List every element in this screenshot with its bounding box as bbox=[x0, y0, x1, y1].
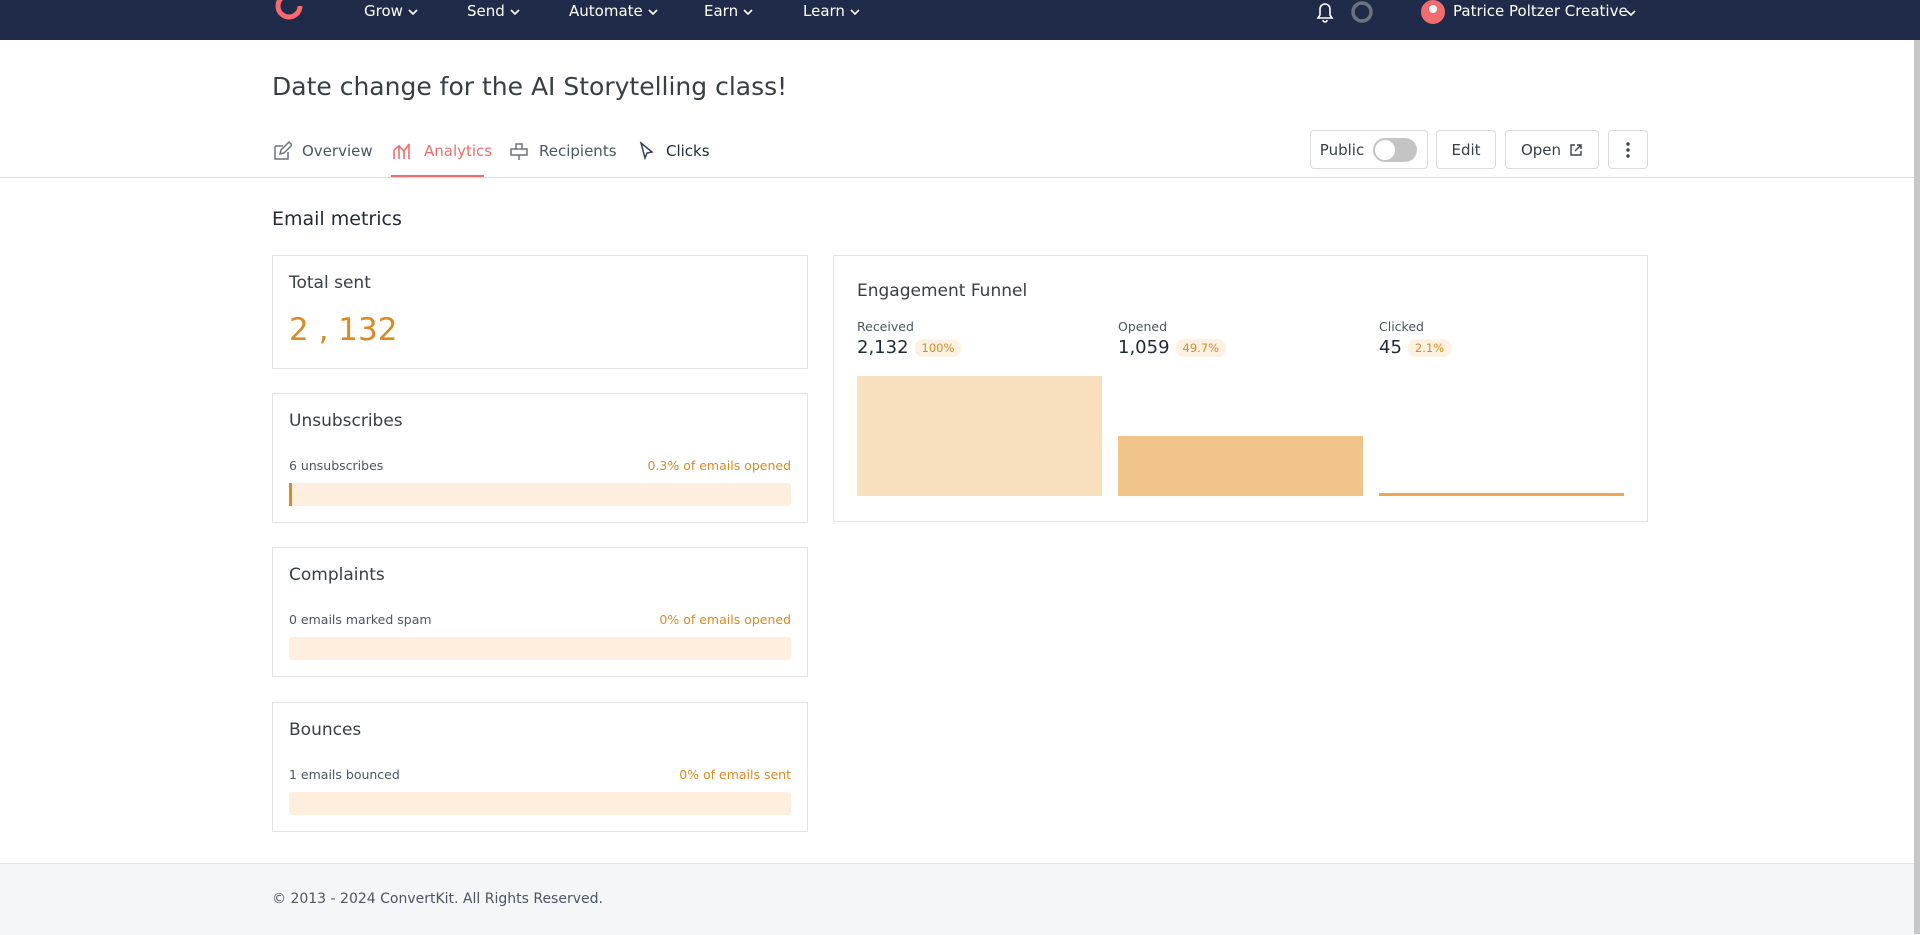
funnel-bar bbox=[1379, 493, 1624, 496]
tab[interactable]: Overview bbox=[272, 141, 373, 161]
stage-count: 45 bbox=[1379, 337, 1402, 358]
nav-label: Earn bbox=[704, 2, 739, 20]
metric-detail: 6 unsubscribes bbox=[289, 458, 384, 473]
nav-item[interactable]: Earn bbox=[704, 2, 754, 20]
page-title: Date change for the AI Storytelling clas… bbox=[272, 72, 788, 101]
nav-item[interactable]: Learn bbox=[803, 2, 861, 20]
metric-detail: 1 emails bounced bbox=[289, 767, 400, 782]
status-icon[interactable] bbox=[1350, 0, 1374, 24]
total-sent-card: Total sent 2 , 132 bbox=[272, 255, 808, 369]
chevron bbox=[850, 8, 860, 15]
button-label: Edit bbox=[1451, 140, 1481, 159]
footer-text: © 2013 - 2024 ConvertKit. All Rights Res… bbox=[272, 891, 603, 907]
avatar[interactable] bbox=[1421, 0, 1445, 24]
kebab-icon bbox=[1626, 141, 1630, 158]
stage-count: 2,132 bbox=[857, 337, 909, 358]
metric-rate: 0% of emails opened bbox=[659, 612, 791, 627]
stage-name: Opened bbox=[1118, 319, 1168, 334]
metric-bar-track bbox=[289, 792, 791, 815]
metric-detail: 0 emails marked spam bbox=[289, 612, 432, 627]
nav-label: Grow bbox=[364, 2, 403, 20]
nav-label: Automate bbox=[569, 2, 643, 20]
tab[interactable]: Clicks bbox=[638, 141, 710, 161]
tab-icon bbox=[393, 143, 410, 159]
chevron[interactable] bbox=[1624, 6, 1638, 20]
tab-label: Overview bbox=[302, 142, 373, 160]
stage-stats: 1,059 49.7% bbox=[1118, 337, 1227, 358]
toggle-label: Public bbox=[1319, 140, 1365, 159]
top-nav: Grow Send Automate Earn Learn Patrice Poltze… bbox=[0, 0, 1920, 40]
funnel-card: Engagement Funnel Received 2,132 100% Ope… bbox=[833, 255, 1648, 522]
card-title: Complaints bbox=[289, 565, 385, 585]
tab-active[interactable]: Analytics bbox=[392, 141, 492, 161]
metric-bar-fill bbox=[289, 483, 292, 506]
funnel-bar bbox=[857, 376, 1102, 496]
nav-item[interactable]: Automate bbox=[569, 2, 659, 20]
tab-icon bbox=[639, 141, 654, 161]
chevron bbox=[743, 8, 753, 15]
account-label: Patrice Poltzer Creative bbox=[1453, 2, 1628, 20]
scrollbar[interactable] bbox=[1914, 40, 1920, 934]
card-title: Bounces bbox=[289, 720, 362, 740]
account-name[interactable]: Patrice Poltzer Creative bbox=[1453, 2, 1628, 20]
chevron bbox=[648, 8, 658, 15]
public-toggle[interactable]: Public bbox=[1310, 130, 1428, 169]
external-icon bbox=[1570, 143, 1582, 156]
stage-percent: 100% bbox=[914, 339, 962, 357]
edit-button[interactable]: Edit bbox=[1436, 130, 1496, 169]
metric-bar-track bbox=[289, 483, 791, 506]
tab-label: Clicks bbox=[666, 142, 710, 160]
more-button[interactable] bbox=[1608, 130, 1648, 169]
tab-underline bbox=[391, 175, 484, 177]
toggle bbox=[1373, 137, 1418, 162]
chevron bbox=[408, 8, 418, 15]
logo[interactable] bbox=[272, 0, 306, 26]
card-title: Engagement Funnel bbox=[857, 281, 1028, 301]
stage-name: Clicked bbox=[1379, 319, 1424, 334]
metric-rate: 0% of emails sent bbox=[679, 767, 791, 782]
tab-label: Recipients bbox=[539, 142, 617, 160]
divider bbox=[0, 177, 1914, 178]
metric-card: Complaints 0 emails marked spam 0% of em… bbox=[272, 547, 808, 677]
tab-icon bbox=[274, 141, 292, 160]
open-button[interactable]: Open bbox=[1505, 130, 1599, 169]
stage-percent: 49.7% bbox=[1175, 339, 1227, 357]
metric-card: Unsubscribes 6 unsubscribes 0.3% of emai… bbox=[272, 393, 808, 523]
metric-card: Bounces 1 emails bounced 0% of emails se… bbox=[272, 702, 808, 832]
metric-bar-track bbox=[289, 637, 791, 660]
stage-percent: 2.1% bbox=[1407, 339, 1452, 357]
stage-stats: 45 2.1% bbox=[1379, 337, 1452, 358]
nav-label: Learn bbox=[803, 2, 845, 20]
nav-item[interactable]: Send bbox=[467, 2, 521, 20]
card-title: Total sent bbox=[289, 273, 371, 293]
tab-icon bbox=[510, 143, 528, 160]
button-label: Open bbox=[1520, 140, 1562, 159]
funnel-bar bbox=[1118, 436, 1363, 496]
tab-label: Analytics bbox=[424, 142, 493, 160]
section-title: Email metrics bbox=[272, 208, 402, 230]
nav-item[interactable]: Grow bbox=[364, 2, 419, 20]
footer: © 2013 - 2024 ConvertKit. All Rights Res… bbox=[0, 863, 1914, 935]
stage-stats: 2,132 100% bbox=[857, 337, 962, 358]
total-sent-value: 2 , 132 bbox=[289, 312, 398, 348]
stage-count: 1,059 bbox=[1118, 337, 1170, 358]
card-title: Unsubscribes bbox=[289, 411, 403, 431]
chevron bbox=[510, 8, 520, 15]
bell-icon[interactable] bbox=[1314, 0, 1336, 24]
tab[interactable]: Recipients bbox=[509, 141, 617, 161]
stage-name: Received bbox=[857, 319, 914, 334]
nav-label: Send bbox=[467, 2, 505, 20]
metric-rate: 0.3% of emails opened bbox=[647, 458, 791, 473]
